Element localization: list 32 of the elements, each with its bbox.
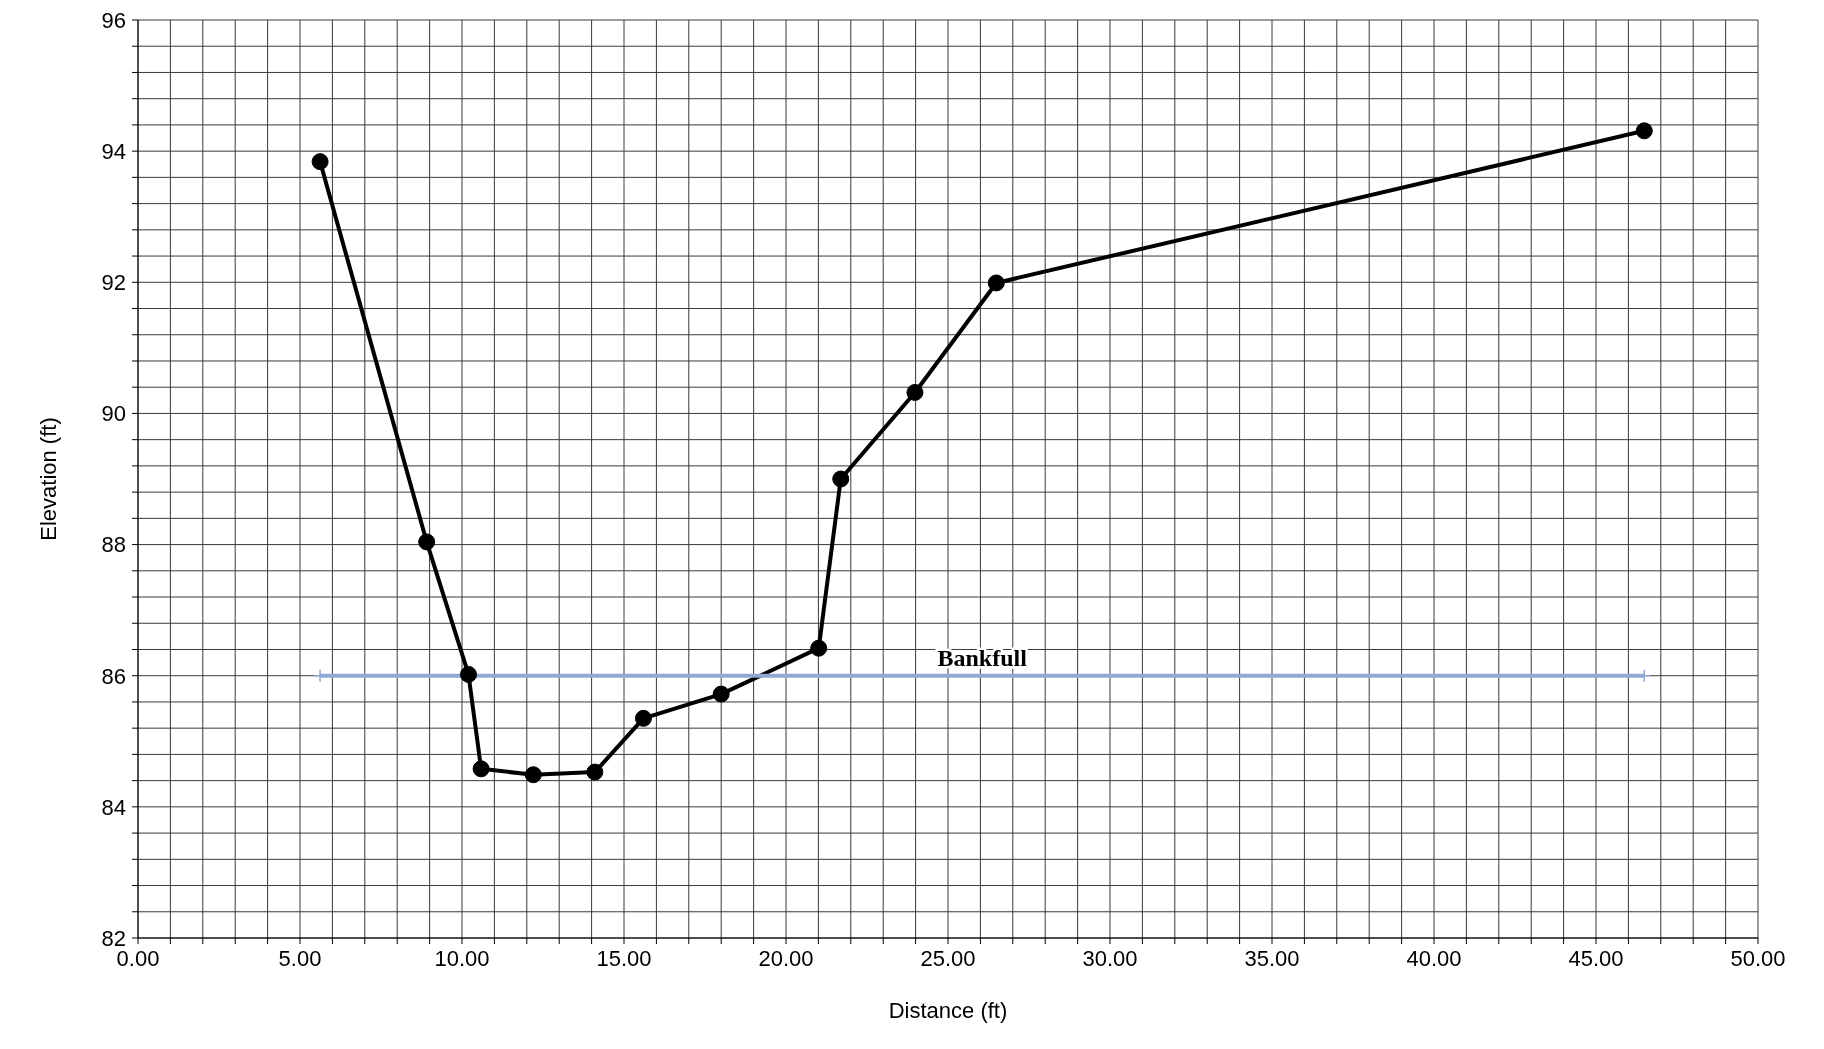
x-tick-label: 50.00 [1730,945,1786,971]
x-axis-title: Distance (ft) [888,998,1008,1023]
point [586,763,604,781]
point [418,533,436,551]
point [472,760,490,778]
y-tick-label: 94 [101,138,126,164]
point [311,153,329,171]
x-tick-label: 25.00 [920,945,976,971]
point [712,685,730,703]
point [832,470,850,488]
x-tick-label: 30.00 [1082,945,1138,971]
y-tick-label: 90 [101,401,126,427]
point [906,383,924,401]
x-tick-label: 40.00 [1406,945,1462,971]
point [459,665,477,683]
y-tick-label: 88 [101,532,126,558]
y-tick-label: 86 [101,663,126,689]
y-tick-label: 92 [101,270,126,296]
x-tick-label: 5.00 [278,945,322,971]
x-tick-label: 15.00 [596,945,652,971]
point [634,709,652,727]
y-axis-title: Elevation (ft) [35,417,61,541]
point [524,766,542,784]
x-tick-label: 20.00 [758,945,814,971]
point [987,274,1005,292]
x-tick-label: 10.00 [434,945,490,971]
point [810,639,828,657]
x-tick-label: 35.00 [1244,945,1300,971]
y-tick-label: 84 [101,794,126,820]
y-tick-label: 96 [101,7,126,33]
point [1635,122,1653,140]
x-tick-label: 45.00 [1568,945,1624,971]
